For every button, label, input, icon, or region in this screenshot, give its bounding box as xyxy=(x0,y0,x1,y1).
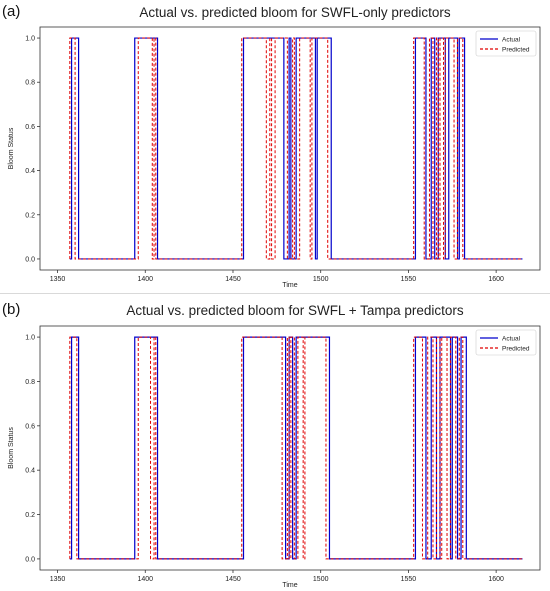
chart-panel-a: (a) Actual vs. predicted bloom for SWFL-… xyxy=(0,0,550,290)
series-line-actual xyxy=(69,336,523,560)
y-tick-label: 0.4 xyxy=(25,468,35,475)
y-axis-label: Bloom Status xyxy=(8,427,15,469)
y-axis-label: Bloom Status xyxy=(8,127,15,169)
y-tick-label: 0.2 xyxy=(25,212,35,219)
y-tick-label: 0.4 xyxy=(25,168,35,175)
legend-label-actual: Actual xyxy=(502,37,521,44)
x-tick-label: 1550 xyxy=(401,576,417,583)
series-line-predicted xyxy=(69,37,523,260)
chart-panel-b: (b) Actual vs. predicted bloom for SWFL … xyxy=(0,297,550,591)
x-axis-label: Time xyxy=(282,582,297,589)
plot-frame xyxy=(39,26,541,271)
series-line-predicted xyxy=(69,336,523,560)
x-tick-label: 1350 xyxy=(50,276,66,283)
legend: Actual Predicted xyxy=(475,30,537,57)
plot-frame xyxy=(39,325,541,571)
chart-title-b: Actual vs. predicted bloom for SWFL + Ta… xyxy=(126,303,464,318)
chart-title-a: Actual vs. predicted bloom for SWFL-only… xyxy=(139,5,451,20)
legend-label-actual: Actual xyxy=(502,336,521,343)
y-tick-label: 1.0 xyxy=(25,36,35,43)
legend-box xyxy=(475,30,537,57)
x-tick-label: 1350 xyxy=(50,576,66,583)
y-tick-label: 0.0 xyxy=(25,256,35,263)
x-tick-label: 1450 xyxy=(225,276,241,283)
chart-b-svg: 1350 1400 1450 1500 1550 1600 0.0 0.2 0.4 0.6 0.8 1… xyxy=(8,325,541,589)
chart-a-svg: 1350 1400 1450 1500 1550 1600 0.0 0.2 0.4 0.6 0.8 1… xyxy=(8,26,541,289)
x-tick-label: 1500 xyxy=(313,576,329,583)
x-tick-label: 1600 xyxy=(488,576,504,583)
y-tick-label: 0.8 xyxy=(25,80,35,87)
x-tick-label: 1400 xyxy=(137,576,153,583)
x-axis-label: Time xyxy=(282,282,297,289)
x-tick-label: 1600 xyxy=(488,276,504,283)
panel-label-b: (b) xyxy=(2,301,21,318)
x-tick-label: 1550 xyxy=(401,276,417,283)
legend: Actual Predicted xyxy=(475,329,537,356)
x-tick-label: 1450 xyxy=(225,576,241,583)
legend-box xyxy=(475,329,537,356)
y-tick-label: 0.0 xyxy=(25,556,35,563)
series-line-actual xyxy=(69,37,523,260)
panel-divider xyxy=(0,293,550,294)
y-tick-label: 0.8 xyxy=(25,379,35,386)
x-tick-label: 1400 xyxy=(137,276,153,283)
x-tick-label: 1500 xyxy=(313,276,329,283)
y-tick-label: 0.6 xyxy=(25,124,35,131)
y-tick-label: 0.2 xyxy=(25,512,35,519)
panel-label-a: (a) xyxy=(2,3,21,20)
y-tick-label: 1.0 xyxy=(25,335,35,342)
legend-label-predicted: Predicted xyxy=(502,346,530,353)
legend-label-predicted: Predicted xyxy=(502,47,530,54)
y-tick-label: 0.6 xyxy=(25,423,35,430)
